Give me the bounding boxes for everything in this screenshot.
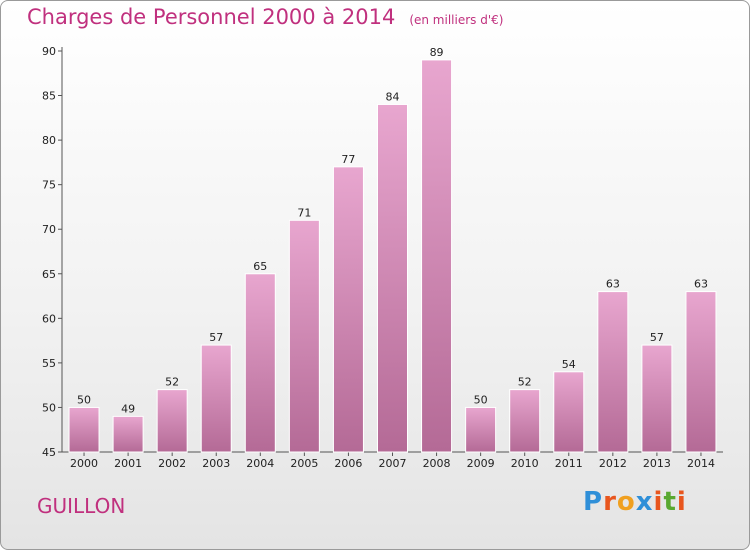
x-tick-label: 2014 xyxy=(687,457,715,470)
y-tick-label: 45 xyxy=(42,446,56,459)
logo-letter: t xyxy=(663,487,677,517)
bar-2003 xyxy=(200,344,232,453)
unit-note: (en milliers d'€) xyxy=(409,13,504,27)
logo-letter: r xyxy=(603,487,617,517)
y-tick-label: 90 xyxy=(42,45,56,58)
chart-title: Charges de Personnel 2000 à 2014 (en mill… xyxy=(27,5,503,29)
x-tick-label: 2009 xyxy=(467,457,495,470)
data-label-2012: 63 xyxy=(606,278,620,291)
x-tick-label: 2001 xyxy=(114,457,142,470)
x-tick-label: 2003 xyxy=(202,457,230,470)
bar-2000 xyxy=(68,406,100,453)
bar-2008 xyxy=(421,59,453,453)
x-tick-label: 2005 xyxy=(290,457,318,470)
bar-2013 xyxy=(641,344,673,453)
data-label-2010: 52 xyxy=(518,376,532,389)
bar-2004 xyxy=(244,273,276,453)
logo-letter: i xyxy=(653,487,664,517)
x-tick-label: 2013 xyxy=(643,457,671,470)
y-tick-label: 75 xyxy=(42,179,56,192)
data-label-2007: 84 xyxy=(386,90,400,103)
data-label-2013: 57 xyxy=(650,331,664,344)
bar-2002 xyxy=(156,389,188,453)
x-tick-label: 2007 xyxy=(379,457,407,470)
commune-name: GUILLON xyxy=(37,494,126,518)
logo-letter: o xyxy=(616,487,636,517)
proxiti-logo: Proxiti xyxy=(583,487,687,517)
bar-2007 xyxy=(377,103,408,453)
data-label-2006: 77 xyxy=(341,153,355,166)
data-label-2001: 49 xyxy=(121,402,135,415)
bar-2011 xyxy=(553,371,585,453)
x-tick-label: 2002 xyxy=(158,457,186,470)
x-tick-label: 2004 xyxy=(246,457,274,470)
logo-letter: P xyxy=(583,487,604,517)
logo-letter: x xyxy=(635,487,654,517)
y-tick-label: 55 xyxy=(42,357,56,370)
y-tick-label: 65 xyxy=(42,268,56,281)
data-label-2005: 71 xyxy=(297,206,311,219)
x-tick-label: 2006 xyxy=(334,457,362,470)
y-tick-label: 80 xyxy=(42,134,56,147)
x-tick-label: 2008 xyxy=(423,457,451,470)
data-label-2008: 89 xyxy=(430,46,444,59)
data-label-2004: 65 xyxy=(253,260,267,273)
data-label-2011: 54 xyxy=(562,358,576,371)
y-tick-label: 85 xyxy=(42,90,56,103)
data-label-2009: 50 xyxy=(474,393,488,406)
bar-2001 xyxy=(112,415,144,453)
y-tick-label: 70 xyxy=(42,223,56,236)
x-tick-label: 2000 xyxy=(70,457,98,470)
data-label-2002: 52 xyxy=(165,376,179,389)
bar-2010 xyxy=(509,389,541,453)
bar-2012 xyxy=(597,291,629,453)
bar-2014 xyxy=(685,291,717,453)
title-text: Charges de Personnel 2000 à 2014 xyxy=(27,5,396,29)
data-label-2003: 57 xyxy=(209,331,223,344)
bar-2009 xyxy=(465,406,497,453)
y-tick-label: 50 xyxy=(42,401,56,414)
x-tick-label: 2012 xyxy=(599,457,627,470)
x-tick-label: 2011 xyxy=(555,457,583,470)
bar-2006 xyxy=(332,166,364,453)
x-tick-label: 2010 xyxy=(511,457,539,470)
y-tick-label: 60 xyxy=(42,312,56,325)
bar-2005 xyxy=(288,219,320,453)
data-label-2014: 63 xyxy=(694,278,708,291)
data-label-2000: 50 xyxy=(77,393,91,406)
logo-letter: i xyxy=(676,487,687,517)
